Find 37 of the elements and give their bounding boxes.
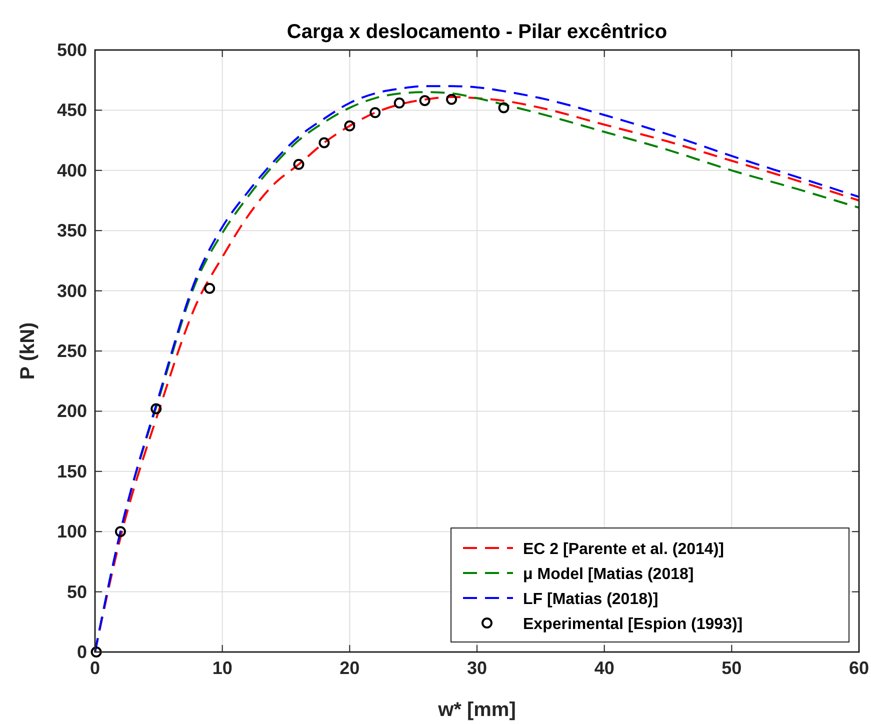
- y-tick-label: 200: [56, 401, 87, 422]
- x-tick-label: 50: [722, 658, 742, 678]
- x-tick-label: 40: [594, 658, 614, 678]
- y-tick-label: 500: [56, 40, 87, 60]
- point: [204, 282, 216, 294]
- point: [114, 526, 126, 538]
- y-tick-label: 350: [56, 220, 87, 241]
- legend-label: EC 2 [Parente et al. (2014)]: [523, 541, 724, 558]
- y-tick-label: 250: [56, 341, 87, 361]
- x-axis-title: w* [mm]: [437, 699, 516, 721]
- point: [394, 97, 405, 108]
- y-tick-label: 400: [56, 160, 87, 180]
- y-tick-label: 0: [76, 642, 87, 662]
- y-axis-title: P (kN): [17, 322, 39, 380]
- point: [446, 94, 458, 105]
- y-tick-label: 150: [56, 461, 87, 482]
- x-tick-label: 10: [212, 658, 232, 678]
- y-tick-label: 300: [56, 280, 87, 301]
- x-tick-label: 60: [848, 658, 870, 678]
- x-tick-label: 20: [340, 658, 360, 678]
- y-tick-label: 450: [56, 100, 87, 120]
- point: [419, 95, 430, 106]
- point: [344, 120, 356, 132]
- point: [370, 107, 381, 118]
- point: [90, 646, 102, 658]
- point: [293, 158, 304, 170]
- legend-label: μ Model [Matias (2018]: [523, 566, 694, 583]
- chart-title: Carga x deslocamento - Pilar excêntrico: [286, 21, 668, 43]
- point: [318, 137, 330, 148]
- point: [498, 102, 510, 114]
- legend-label: Experimental [Espion (1993)]: [523, 616, 743, 633]
- y-tick-label: 100: [56, 522, 87, 542]
- point: [150, 403, 162, 414]
- legend-label: LF [Matias (2018)]: [523, 591, 658, 608]
- x-tick-label: 0: [90, 658, 100, 678]
- x-tick-label: 30: [466, 658, 488, 678]
- y-tick-label: 50: [66, 582, 87, 602]
